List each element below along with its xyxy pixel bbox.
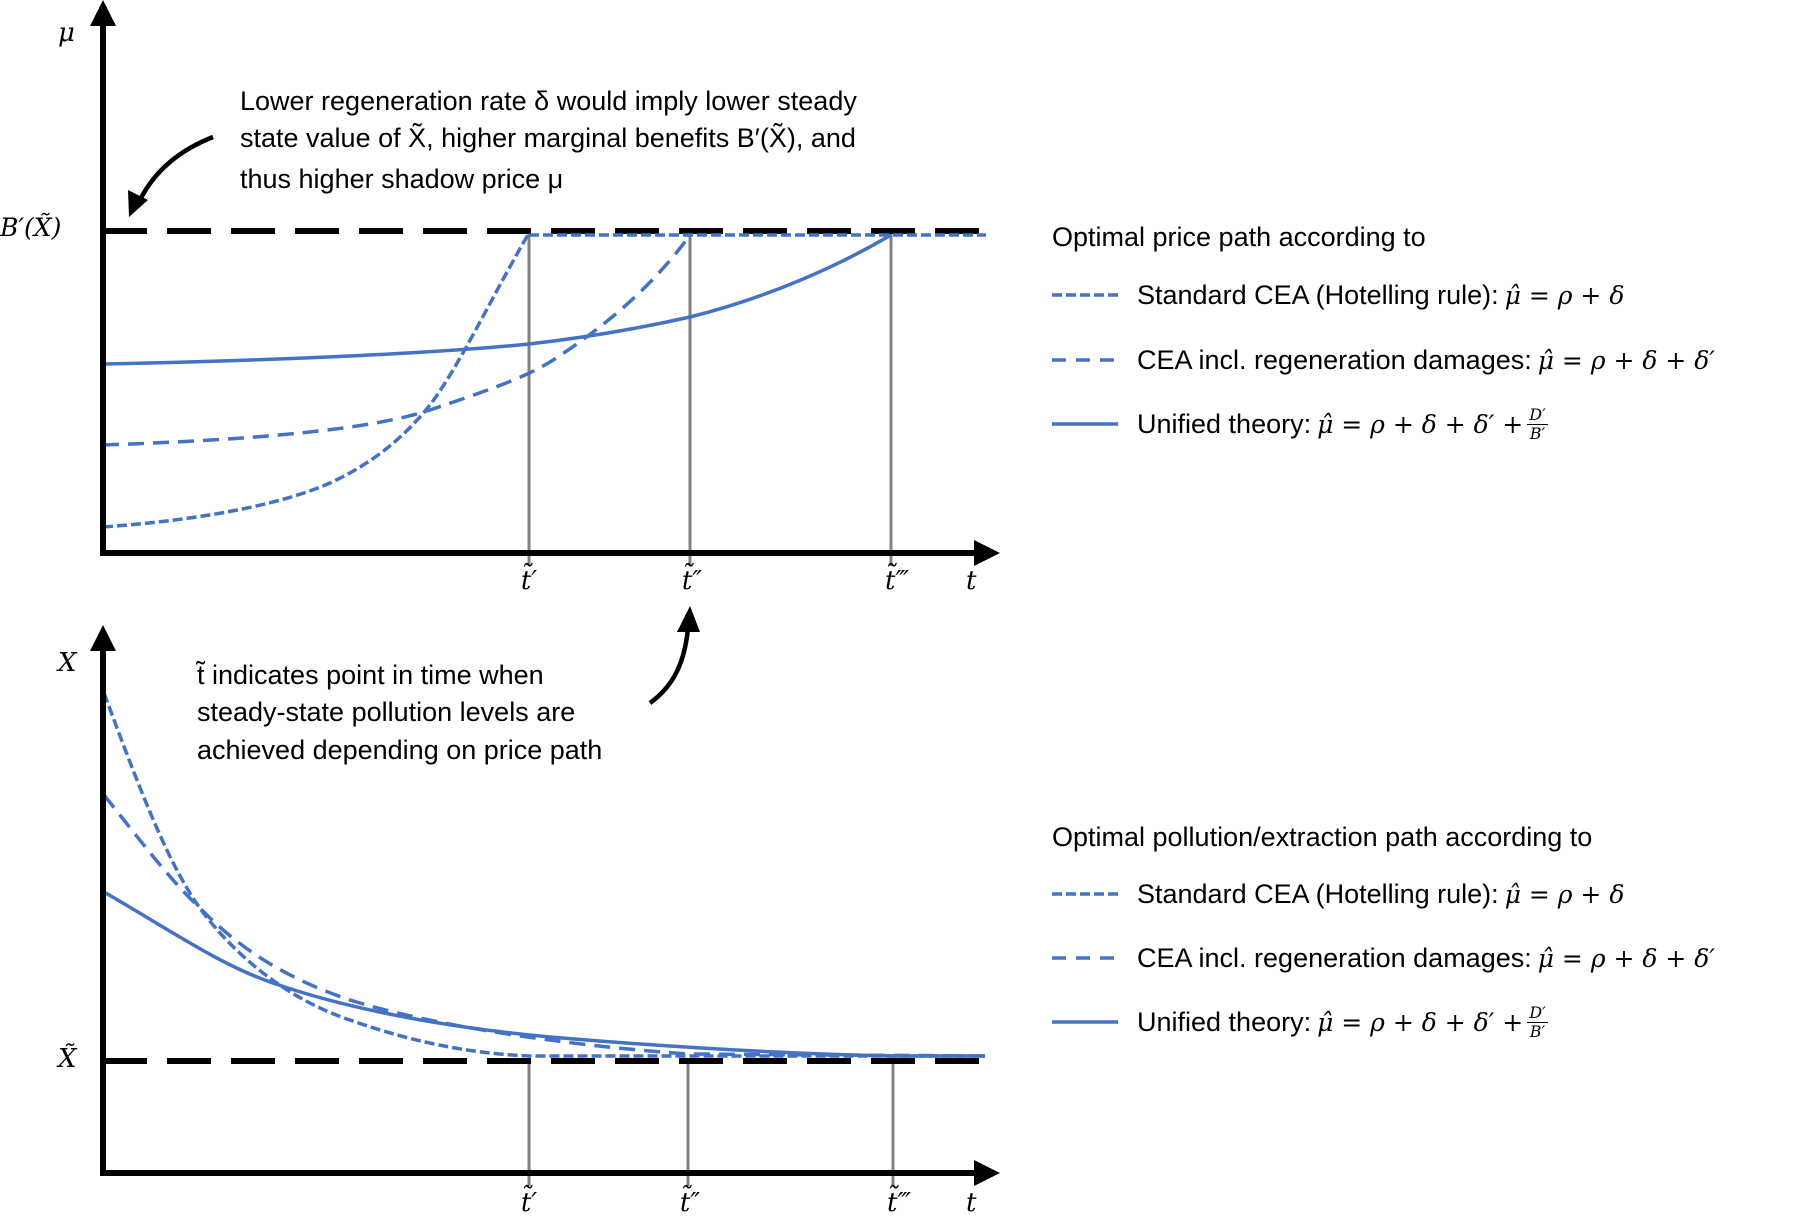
- annotation-line: Lower regeneration rate δ would imply lo…: [240, 86, 857, 116]
- tick-t-triple-prime: t̃‴: [885, 566, 909, 596]
- dotted-line-icon: [1052, 892, 1118, 896]
- solid-line-icon: [1052, 1020, 1118, 1024]
- legend-item-unified-theory: Unified theory: μ̂ = ρ + δ + δ′ + D′ B′: [1052, 1002, 1548, 1042]
- annotation-line: t̃ indicates point in time when: [197, 660, 544, 690]
- legend-label: Standard CEA (Hotelling rule):: [1137, 878, 1499, 909]
- series-standard-cea-pollution: [102, 692, 985, 1058]
- annotation-arrowhead-icon: [128, 190, 148, 217]
- legend-equation: μ̂ = ρ + δ + δ′: [1537, 345, 1715, 375]
- legend-item-unified-theory: Unified theory: μ̂ = ρ + δ + δ′ + D′ B′: [1052, 404, 1548, 444]
- fraction-denominator: B′: [1529, 423, 1546, 443]
- legend-title: Optimal price path according to: [1052, 222, 1426, 252]
- series-standard-cea-price: [102, 232, 531, 529]
- top-panel: [90, 0, 1000, 566]
- fraction-d-over-b: D′ B′: [1527, 1002, 1548, 1041]
- legend-equation: μ̂ = ρ + δ: [1504, 280, 1625, 310]
- series-cea-regeneration-pollution: [102, 793, 986, 1058]
- x-axis-label-t: t: [966, 566, 977, 596]
- annotation-line: achieved depending on price path: [197, 735, 603, 765]
- legend-label: CEA incl. regeneration damages:: [1137, 344, 1532, 375]
- y-axis-arrowhead-icon: [90, 625, 116, 651]
- x-axis-arrowhead-icon: [974, 540, 1000, 566]
- annotation-arrowhead-icon: [677, 606, 700, 632]
- tick-t-double-prime: t̃″: [679, 1188, 701, 1218]
- legend-equation: μ̂ = ρ + δ + δ′ +: [1317, 1007, 1524, 1037]
- legend-label: Unified theory:: [1137, 1006, 1312, 1037]
- tick-t-prime: t̃′: [520, 1188, 538, 1218]
- legend-equation: μ̂ = ρ + δ + δ′ +: [1317, 409, 1524, 439]
- tick-t-triple-prime: t̃‴: [887, 1188, 911, 1218]
- annotation-arrow-icon: [648, 627, 691, 705]
- legend-equation: μ̂ = ρ + δ + δ′: [1537, 943, 1715, 973]
- y-axis-label-mu: μ: [58, 18, 75, 48]
- legend-title: Optimal pollution/extraction path accord…: [1052, 822, 1593, 852]
- annotation-line: thus higher shadow price μ: [240, 164, 564, 194]
- fraction-numerator: D′: [1527, 404, 1548, 425]
- legend-label: Unified theory:: [1137, 408, 1312, 439]
- bottom-panel: [90, 606, 1000, 1186]
- reference-line-label-marginal-benefit: B′(X̃): [0, 213, 62, 242]
- dashed-line-icon: [1052, 358, 1118, 362]
- dotted-line-icon: [1052, 293, 1118, 297]
- fraction-denominator: B′: [1529, 1021, 1546, 1041]
- series-unified-theory-price: [102, 233, 892, 366]
- series-unified-theory-pollution: [103, 890, 985, 1058]
- dashed-line-icon: [1052, 956, 1118, 960]
- x-axis-label-t: t: [966, 1188, 977, 1218]
- legend-label: Standard CEA (Hotelling rule):: [1137, 279, 1499, 310]
- solid-line-icon: [1052, 422, 1118, 426]
- legend-item-cea-regeneration: CEA incl. regeneration damages: μ̂ = ρ +…: [1052, 340, 1715, 380]
- tick-t-double-prime: t̃″: [681, 566, 703, 596]
- legend-item-cea-regeneration: CEA incl. regeneration damages: μ̂ = ρ +…: [1052, 938, 1715, 978]
- reference-line-label-steady-state: X̃: [58, 1044, 77, 1074]
- annotation-arrow-icon: [137, 134, 214, 202]
- y-axis-label-x: X: [58, 648, 77, 678]
- y-axis-arrowhead-icon: [90, 0, 116, 26]
- tick-t-prime: t̃′: [520, 566, 538, 596]
- legend-item-standard-cea: Standard CEA (Hotelling rule): μ̂ = ρ + …: [1052, 874, 1624, 914]
- legend-item-standard-cea: Standard CEA (Hotelling rule): μ̂ = ρ + …: [1052, 275, 1624, 315]
- legend-label: CEA incl. regeneration damages:: [1137, 942, 1532, 973]
- fraction-d-over-b: D′ B′: [1527, 404, 1548, 443]
- annotation-line: steady-state pollution levels are: [197, 697, 576, 727]
- x-axis-arrowhead-icon: [974, 1160, 1000, 1186]
- legend-equation: μ̂ = ρ + δ: [1504, 879, 1625, 909]
- fraction-numerator: D′: [1527, 1002, 1548, 1023]
- annotation-line: state value of X̃, higher marginal benef…: [240, 123, 856, 153]
- series-cea-regeneration-price: [102, 233, 692, 447]
